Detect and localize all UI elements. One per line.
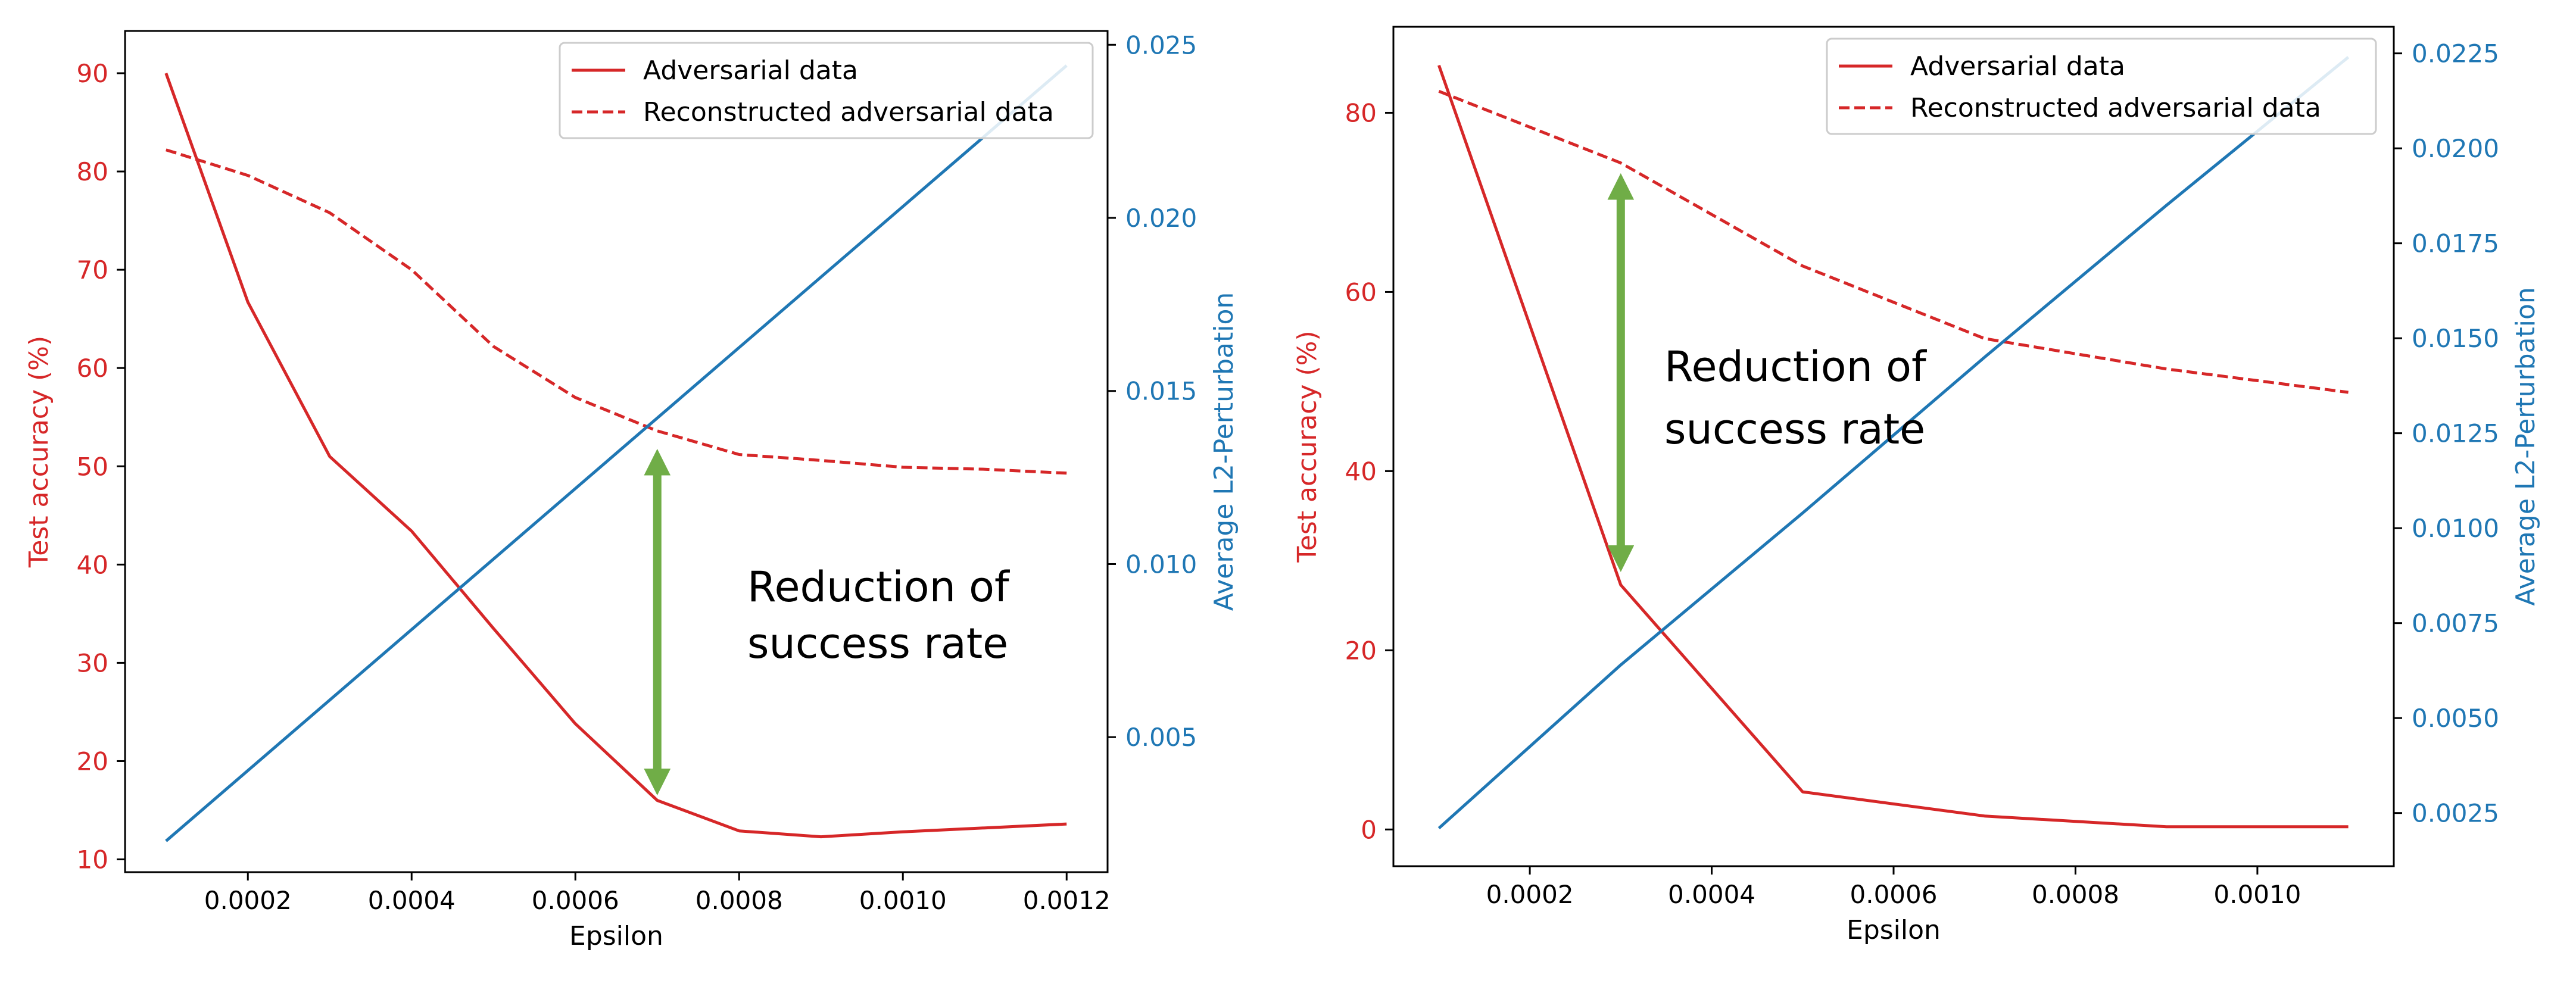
y-left-tick-label: 90 xyxy=(77,59,108,88)
x-axis-label: Epsilon xyxy=(1847,915,1941,945)
x-tick-label: 0.0004 xyxy=(1668,880,1755,909)
plot-frame xyxy=(124,30,1109,873)
y-right-tick-label: 0.0125 xyxy=(2412,419,2499,448)
y-right-tick-label: 0.0025 xyxy=(2412,799,2499,828)
x-tick-label: 0.0010 xyxy=(2213,880,2301,909)
x-tick-label: 0.0002 xyxy=(204,886,292,915)
y-right-tick-label: 0.0200 xyxy=(2412,134,2499,163)
y-left-tick-label: 20 xyxy=(77,747,108,776)
y-right-tick-label: 0.0225 xyxy=(2412,39,2499,68)
x-tick-label: 0.0006 xyxy=(1850,880,1938,909)
legend-box xyxy=(1826,38,2377,135)
legend-entry: Reconstructed adversarial data xyxy=(643,97,1054,127)
x-tick-label: 0.0008 xyxy=(2032,880,2119,909)
legend-entry: Adversarial data xyxy=(1910,51,2125,82)
y-left-tick-label: 50 xyxy=(77,452,108,481)
y-right-axis-label: Average L2-Perturbation xyxy=(1209,292,1239,611)
y-left-tick-label: 10 xyxy=(77,845,108,875)
legend-entry: Adversarial data xyxy=(643,55,858,86)
y-right-tick-label: 0.0175 xyxy=(2412,229,2499,258)
annotation-text: Reduction of xyxy=(747,563,1010,611)
y-right-axis-label: Average L2-Perturbation xyxy=(2510,287,2541,606)
annotation-text: Reduction of xyxy=(1664,342,1927,391)
series-line-reconstructed-adversarial-data xyxy=(1438,89,2349,394)
series-line-reconstructed-adversarial-data xyxy=(166,148,1067,475)
chart-right: 0.0002 0.0004 0.0006 0.0008 0.0010 Epsilon 0 20… xyxy=(1292,26,2541,945)
y-left-axis-label: Test accuracy (%) xyxy=(24,336,54,568)
y-left-tick-label: 40 xyxy=(77,550,108,579)
y-left-tick-label: 70 xyxy=(77,255,108,285)
y-right-tick-label: 0.0150 xyxy=(2412,324,2499,353)
chart-left: 0.0002 0.0004 0.0006 0.0008 0.0010 0.0012 Epsi… xyxy=(24,30,1239,951)
series-line-adversarial-data xyxy=(164,73,1067,839)
y-right-tick-label: 0.010 xyxy=(1125,549,1197,579)
y-left-tick-label: 0 xyxy=(1361,815,1377,844)
annotation-text: success rate xyxy=(1664,405,1925,454)
legend-entry: Reconstructed adversarial data xyxy=(1910,93,2321,123)
x-tick-label: 0.0002 xyxy=(1486,880,1574,909)
y-right-tick-label: 0.0100 xyxy=(2412,514,2499,543)
y-left-tick-label: 60 xyxy=(1345,277,1377,307)
y-left-tick-label: 40 xyxy=(1345,457,1377,486)
y-right-tick-label: 0.025 xyxy=(1125,30,1197,60)
series-line-l2-perturbation xyxy=(1437,56,2350,830)
y-left-tick-label: 80 xyxy=(77,157,108,186)
y-right-tick-label: 0.015 xyxy=(1125,377,1197,406)
y-left-tick-label: 20 xyxy=(1345,636,1377,665)
x-tick-label: 0.0008 xyxy=(696,886,783,915)
x-axis-label: Epsilon xyxy=(569,921,663,951)
legend-box xyxy=(559,42,1094,139)
y-right-tick-label: 0.0050 xyxy=(2412,704,2499,733)
series-line-l2-perturbation xyxy=(165,64,1068,842)
y-right-tick-label: 0.0075 xyxy=(2412,609,2499,638)
y-left-axis-label: Test accuracy (%) xyxy=(1292,330,1323,563)
y-right-tick-label: 0.020 xyxy=(1125,204,1197,233)
x-tick-label: 0.0012 xyxy=(1023,886,1111,915)
annotation-text: success rate xyxy=(747,619,1008,668)
y-left-tick-label: 30 xyxy=(77,648,108,677)
x-tick-label: 0.0004 xyxy=(368,886,456,915)
x-tick-label: 0.0010 xyxy=(859,886,947,915)
y-right-tick-label: 0.005 xyxy=(1125,723,1197,752)
series-line-adversarial-data xyxy=(1437,64,2349,829)
y-left-tick-label: 60 xyxy=(77,354,108,383)
y-left-tick-label: 80 xyxy=(1345,98,1377,127)
x-tick-label: 0.0006 xyxy=(532,886,619,915)
